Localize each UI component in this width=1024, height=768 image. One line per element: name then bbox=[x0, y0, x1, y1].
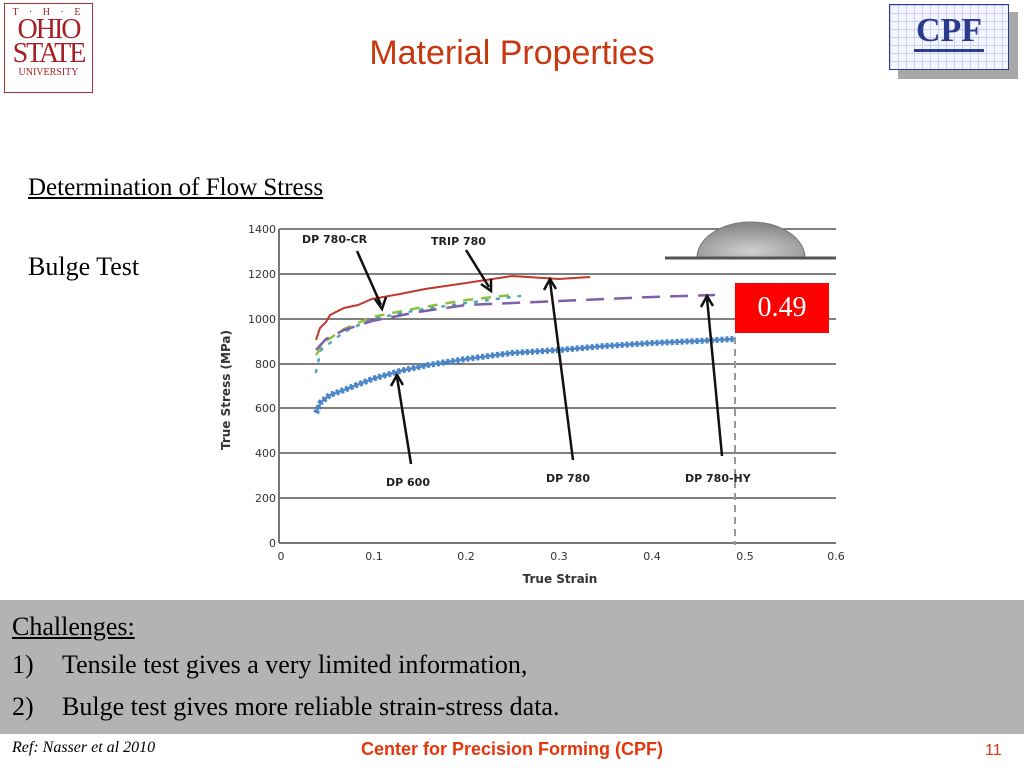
logo-line-ohio: OHIO bbox=[17, 14, 82, 45]
ohio-state-logo: T · H · E OHIO STATE UNIVERSITY bbox=[4, 3, 93, 93]
svg-text:TRIP 780: TRIP 780 bbox=[431, 235, 486, 248]
x-axis-title: True Strain bbox=[523, 572, 598, 586]
y-axis-title: True Stress (MPa) bbox=[219, 330, 233, 450]
challenge-text: Tensile test gives a very limited inform… bbox=[62, 650, 528, 679]
svg-text:DP 600: DP 600 bbox=[386, 476, 430, 489]
svg-text:0.2: 0.2 bbox=[457, 550, 475, 563]
y-tick-labels: 0 200 400 600 800 1000 1200 1400 bbox=[248, 223, 276, 550]
axes bbox=[278, 229, 836, 544]
challenge-item: 2) Bulge test gives more reliable strain-… bbox=[12, 692, 559, 722]
footer-reference: Ref: Nasser et al 2010 bbox=[12, 739, 156, 756]
challenge-item: 1) Tensile test gives a very limited info… bbox=[12, 650, 527, 680]
annotation-dp600: DP 600 bbox=[386, 372, 430, 489]
logo-line-state: STATE bbox=[12, 38, 87, 69]
series-dp600-line bbox=[314, 337, 735, 414]
subsection-label: Bulge Test bbox=[28, 252, 140, 281]
svg-text:0: 0 bbox=[269, 537, 276, 550]
logo-line-the: T · H · E bbox=[12, 7, 85, 18]
svg-text:600: 600 bbox=[255, 402, 276, 415]
svg-text:400: 400 bbox=[255, 447, 276, 460]
svg-text:0: 0 bbox=[278, 550, 285, 563]
grid-lines bbox=[279, 228, 836, 499]
svg-text:200: 200 bbox=[255, 492, 276, 505]
slide-title: Material Properties bbox=[369, 34, 655, 72]
challenge-text: Bulge test gives more reliable strain-st… bbox=[62, 692, 560, 721]
svg-text:DP 780-CR: DP 780-CR bbox=[302, 233, 368, 246]
svg-text:DP 780: DP 780 bbox=[546, 472, 590, 485]
section-heading: Determination of Flow Stress bbox=[28, 174, 324, 201]
svg-text:1000: 1000 bbox=[248, 313, 276, 326]
annotation-dp780-cr: DP 780-CR bbox=[302, 233, 388, 312]
footer-organization: Center for Precision Forming (CPF) bbox=[360, 739, 664, 759]
cpf-logo: CPF bbox=[889, 4, 1009, 70]
svg-text:0.3: 0.3 bbox=[550, 550, 568, 563]
series-trip780 bbox=[314, 294, 522, 374]
bulge-dome-schematic bbox=[665, 221, 836, 260]
series-dp780-hy bbox=[315, 293, 716, 351]
svg-text:1400: 1400 bbox=[248, 223, 276, 236]
page-number: 11 bbox=[985, 742, 1002, 759]
stress-strain-chart: 0 200 400 600 800 1000 1200 1400 0 0.1 0… bbox=[200, 215, 860, 595]
annotation-dp780-hy: DP 780-HY bbox=[685, 293, 752, 485]
strain-value-badge: 0.49 bbox=[735, 283, 829, 333]
svg-text:800: 800 bbox=[255, 358, 276, 371]
challenge-number: 1) bbox=[12, 650, 34, 679]
logo-line-university: UNIVERSITY bbox=[18, 67, 79, 78]
cpf-logo-text: CPF bbox=[913, 13, 985, 52]
series-dp780-cr bbox=[314, 293, 512, 356]
challenges-panel: Challenges: 1) Tensile test gives a very … bbox=[0, 600, 1024, 734]
svg-text:1200: 1200 bbox=[248, 268, 276, 281]
challenges-heading: Challenges: bbox=[12, 612, 135, 641]
series-dp780 bbox=[315, 274, 591, 341]
annotation-dp780: DP 780 bbox=[542, 276, 590, 485]
svg-text:0.4: 0.4 bbox=[643, 550, 661, 563]
svg-text:0.1: 0.1 bbox=[365, 550, 383, 563]
x-tick-labels: 0 0.1 0.2 0.3 0.4 0.5 0.6 bbox=[278, 550, 845, 563]
svg-text:0.6: 0.6 bbox=[827, 550, 845, 563]
svg-text:DP 780-HY: DP 780-HY bbox=[685, 472, 752, 485]
annotation-trip780: TRIP 780 bbox=[431, 235, 493, 294]
challenge-number: 2) bbox=[12, 692, 34, 721]
svg-text:0.5: 0.5 bbox=[736, 550, 754, 563]
